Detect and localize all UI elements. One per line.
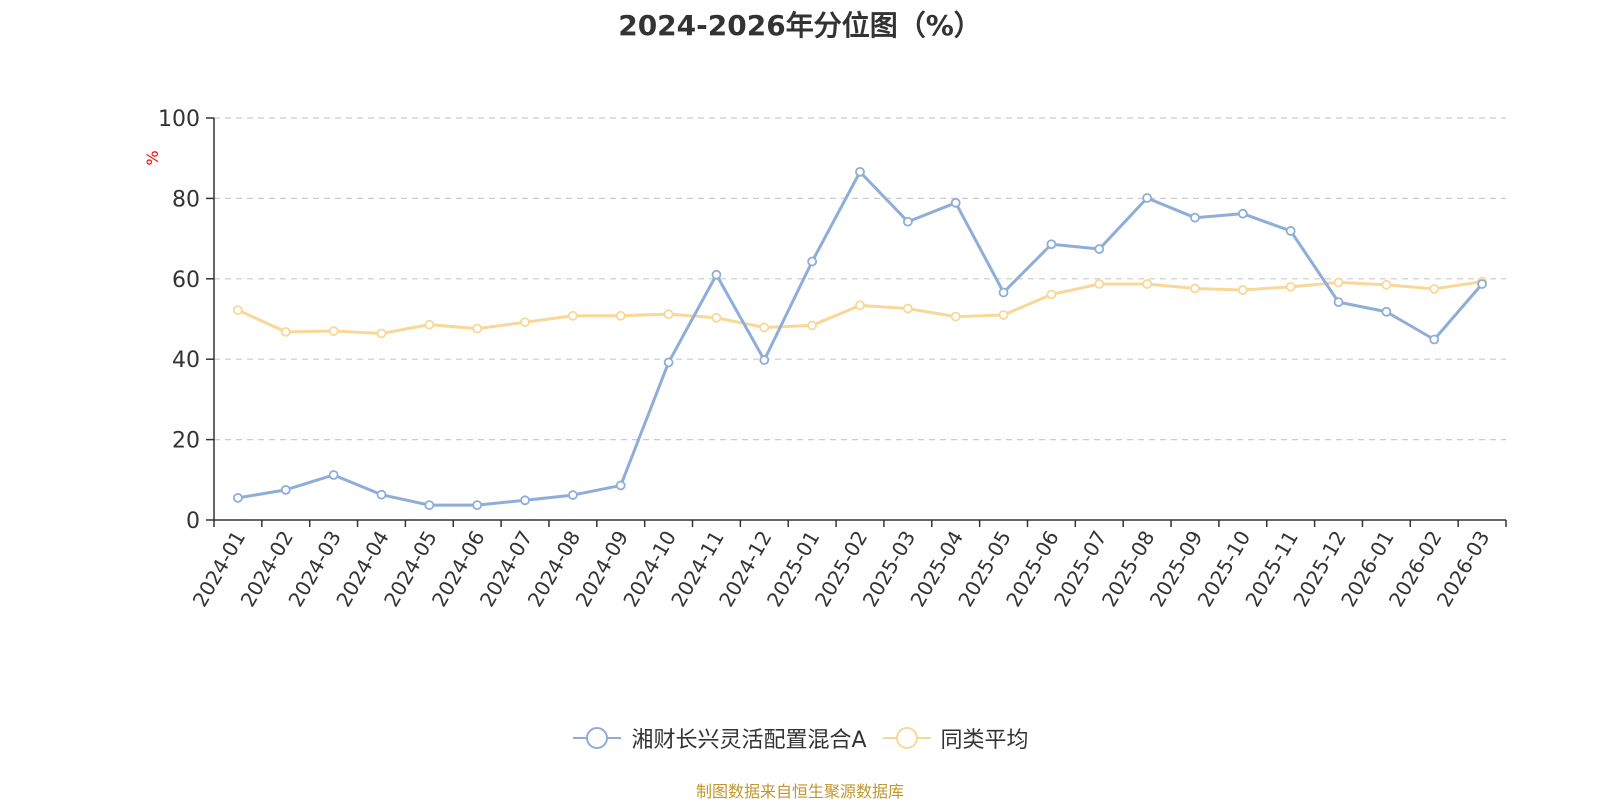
data-point-fund[interactable] xyxy=(520,495,530,506)
chart-title: 2024-2026年分位图（%） xyxy=(618,9,982,42)
data-point-fund[interactable] xyxy=(1381,306,1392,317)
data-point-average[interactable] xyxy=(1046,289,1057,300)
data-point-fund[interactable] xyxy=(424,500,435,511)
legend-fund-marker xyxy=(573,727,622,749)
data-point-fund[interactable] xyxy=(998,287,1009,298)
data-point-average[interactable] xyxy=(520,317,530,328)
data-point-average[interactable] xyxy=(1381,279,1392,290)
y-tick-label: 80 xyxy=(172,187,200,212)
data-point-fund[interactable] xyxy=(280,484,291,495)
data-point-fund[interactable] xyxy=(855,166,865,177)
data-point-fund[interactable] xyxy=(1429,334,1440,345)
data-point-fund[interactable] xyxy=(472,500,483,511)
data-point-fund[interactable] xyxy=(807,256,818,267)
data-point-average[interactable] xyxy=(1190,283,1200,294)
data-point-fund[interactable] xyxy=(1237,208,1248,219)
data-point-fund[interactable] xyxy=(1285,226,1296,236)
data-point-average[interactable] xyxy=(711,312,722,323)
data-point-average[interactable] xyxy=(1237,285,1248,295)
data-point-fund[interactable] xyxy=(1477,279,1487,289)
data-point-average[interactable] xyxy=(902,303,913,314)
data-point-average[interactable] xyxy=(472,323,483,334)
legend-label-fund: 湘财长兴灵活配置混合A xyxy=(631,728,867,753)
data-point-average[interactable] xyxy=(807,320,818,331)
y-tick-label: 40 xyxy=(172,348,200,373)
y-axis-label: % xyxy=(143,150,162,165)
data-point-fund[interactable] xyxy=(1190,212,1200,223)
y-tick-label: 60 xyxy=(172,268,200,293)
data-point-fund[interactable] xyxy=(328,470,339,480)
legend-item-fund[interactable]: 湘财长兴灵活配置混合A xyxy=(571,722,867,754)
data-point-average[interactable] xyxy=(376,328,387,339)
y-tick-label: 0 xyxy=(186,509,200,534)
legend: 湘财长兴灵活配置混合A 同类平均 xyxy=(0,722,1600,754)
data-point-fund[interactable] xyxy=(615,480,626,491)
legend-label-average: 同类平均 xyxy=(940,728,1029,753)
data-point-fund[interactable] xyxy=(233,492,243,503)
data-point-average[interactable] xyxy=(759,322,770,333)
data-point-average[interactable] xyxy=(1094,279,1105,289)
data-point-average[interactable] xyxy=(1333,277,1344,288)
data-point-average[interactable] xyxy=(424,319,435,330)
data-point-fund[interactable] xyxy=(1094,244,1105,254)
data-point-fund[interactable] xyxy=(902,216,913,227)
data-point-average[interactable] xyxy=(328,326,339,336)
data-point-fund[interactable] xyxy=(376,489,387,500)
y-tick-label: 20 xyxy=(172,429,200,454)
data-point-fund[interactable] xyxy=(567,490,578,500)
data-point-average[interactable] xyxy=(855,300,865,311)
legend-average-marker xyxy=(882,727,931,749)
data-point-average[interactable] xyxy=(1285,281,1296,292)
data-point-fund[interactable] xyxy=(711,269,722,280)
data-point-average[interactable] xyxy=(663,309,674,320)
data-point-fund[interactable] xyxy=(759,355,770,365)
data-point-average[interactable] xyxy=(1142,279,1153,289)
data-point-average[interactable] xyxy=(233,305,243,316)
data-point-average[interactable] xyxy=(567,310,578,321)
data-point-fund[interactable] xyxy=(1142,193,1153,203)
y-tick-label: 100 xyxy=(158,107,200,132)
data-point-average[interactable] xyxy=(998,310,1009,320)
data-point-fund[interactable] xyxy=(1333,297,1344,308)
data-point-average[interactable] xyxy=(1429,283,1440,294)
data-point-fund[interactable] xyxy=(1046,239,1057,250)
data-point-fund[interactable] xyxy=(663,357,674,368)
data-point-average[interactable] xyxy=(615,310,626,321)
source-note: 制图数据来自恒生聚源数据库 xyxy=(695,782,904,801)
legend-item-average[interactable]: 同类平均 xyxy=(881,722,1029,754)
data-point-fund[interactable] xyxy=(950,197,961,208)
data-point-average[interactable] xyxy=(280,326,291,337)
data-point-average[interactable] xyxy=(950,311,961,322)
series-line-fund xyxy=(237,170,1484,507)
